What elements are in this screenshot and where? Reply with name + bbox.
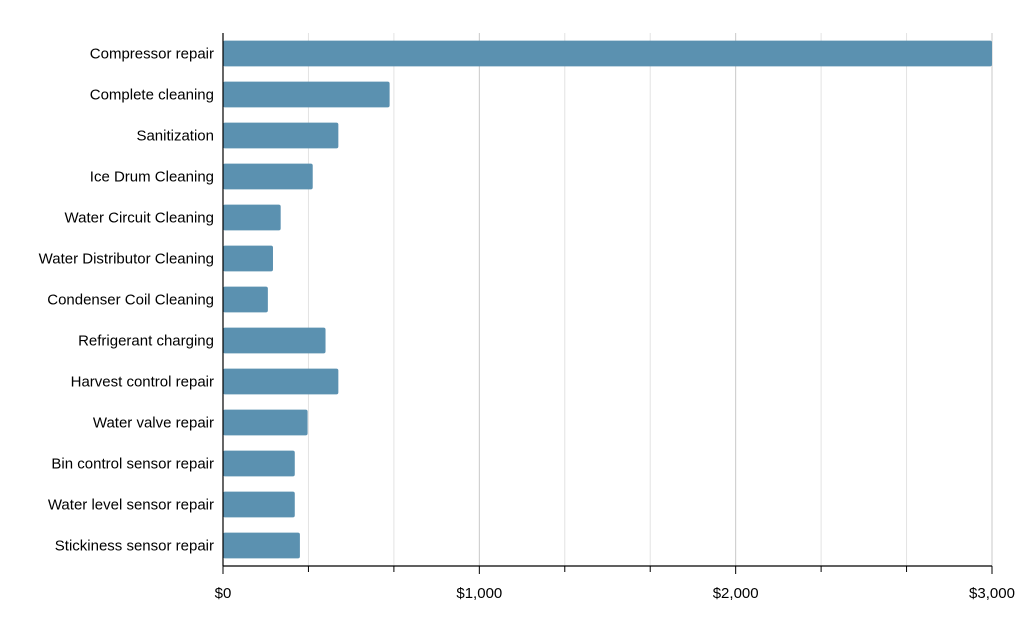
bars (223, 40, 992, 559)
category-label: Ice Drum Cleaning (90, 169, 214, 186)
bar (223, 40, 992, 67)
bar (223, 327, 326, 354)
category-label: Refrigerant charging (78, 333, 214, 350)
bar (223, 409, 308, 436)
category-label: Water level sensor repair (48, 497, 214, 514)
bar (223, 245, 273, 272)
x-tick-label: $1,000 (456, 585, 502, 602)
bar (223, 204, 281, 231)
bar (223, 286, 268, 313)
x-tick-label: $3,000 (969, 585, 1015, 602)
x-tick-label: $0 (215, 585, 232, 602)
x-tick-label: $2,000 (713, 585, 759, 602)
axes (222, 33, 993, 574)
category-label: Water Circuit Cleaning (65, 210, 215, 227)
bar (223, 368, 339, 395)
category-labels: Compressor repair Complete cleaning Saniti… (39, 46, 214, 555)
category-label: Condenser Coil Cleaning (47, 292, 214, 309)
category-label: Complete cleaning (90, 87, 214, 104)
gridlines (307, 33, 993, 566)
category-label: Water valve repair (93, 415, 214, 432)
category-label: Water Distributor Cleaning (39, 251, 214, 268)
category-label: Compressor repair (90, 46, 214, 63)
bar (223, 163, 313, 190)
bar (223, 81, 390, 108)
category-label: Sanitization (136, 128, 214, 145)
category-label: Bin control sensor repair (51, 456, 214, 473)
category-label: Stickiness sensor repair (55, 538, 214, 555)
bar (223, 491, 295, 518)
category-label: Harvest control repair (71, 374, 214, 391)
bar (223, 532, 300, 559)
bar (223, 450, 295, 477)
bar (223, 122, 339, 149)
tick-labels: $0 $1,000 $2,000 $3,000 (215, 585, 1015, 602)
